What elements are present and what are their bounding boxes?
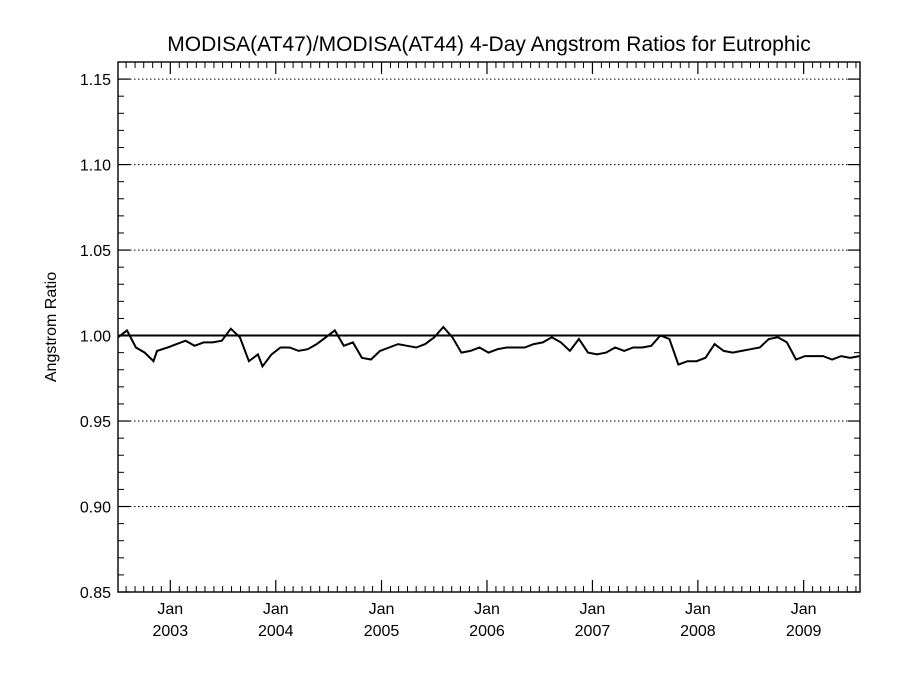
y-tick-label: 1.05: [80, 243, 111, 260]
x-tick-year-label: 2006: [469, 623, 505, 640]
x-tick-year-label: 2004: [258, 623, 294, 640]
x-tick-month-label: Jan: [791, 601, 817, 618]
ticks: [118, 61, 860, 593]
y-tick-label: 1.15: [80, 72, 111, 89]
chart-title: MODISA(AT47)/MODISA(AT44) 4-Day Angstrom…: [167, 33, 810, 56]
tick-labels: 0.85 0.90 0.95 1.00 1.05 1.10 1.15 Jan 2003 Jan 20…: [80, 72, 822, 640]
y-tick-label: 0.95: [80, 414, 111, 431]
x-tick-month-label: Jan: [685, 601, 711, 618]
x-tick-year-label: 2003: [153, 623, 189, 640]
plot-frame: [117, 61, 861, 593]
y-tick-label: 1.00: [80, 329, 111, 346]
y-axis-label: Angstrom Ratio: [43, 272, 60, 382]
y-tick-label: 0.90: [80, 500, 111, 517]
x-tick-month-label: Jan: [580, 601, 606, 618]
x-tick-month-label: Jan: [157, 601, 183, 618]
y-tick-label: 0.85: [80, 585, 111, 602]
y-tick-label: 1.10: [80, 158, 111, 175]
x-tick-year-label: 2009: [786, 623, 822, 640]
x-tick-month-label: Jan: [263, 601, 289, 618]
series-layer: [117, 325, 860, 369]
x-tick-year-label: 2005: [364, 623, 400, 640]
x-tick-year-label: 2007: [575, 623, 611, 640]
series-line: [117, 325, 860, 369]
x-tick-year-label: 2008: [680, 623, 716, 640]
x-tick-month-label: Jan: [369, 601, 395, 618]
x-tick-month-label: Jan: [474, 601, 500, 618]
